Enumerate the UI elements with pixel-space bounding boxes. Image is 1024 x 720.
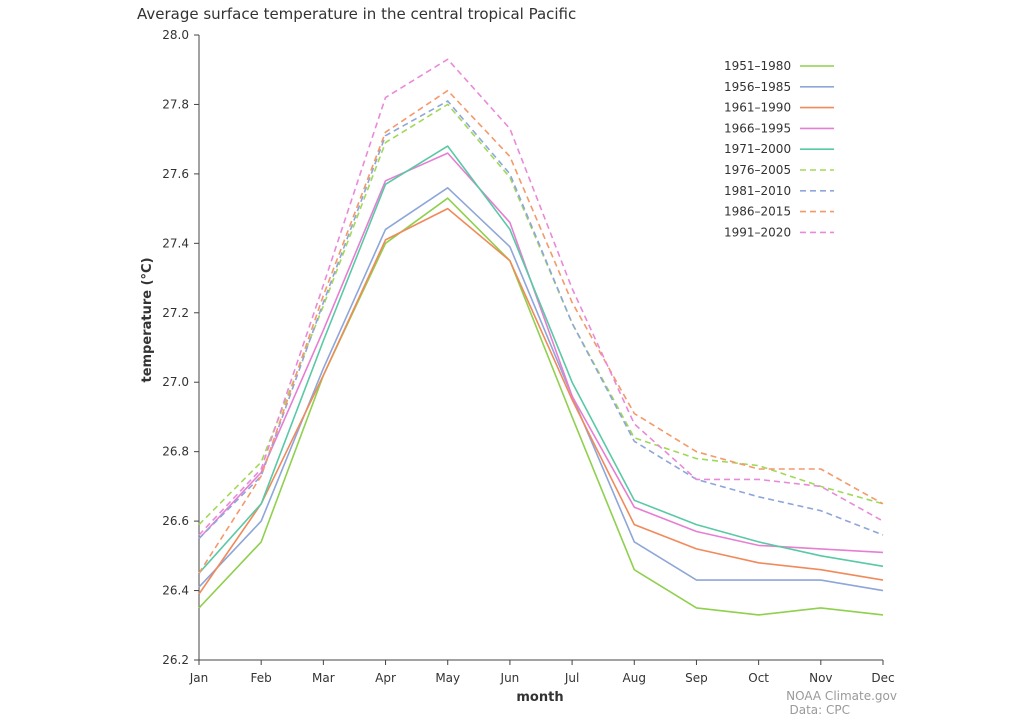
y-tick-label: 27.8	[162, 97, 189, 111]
credit-source: NOAA Climate.gov	[786, 689, 897, 703]
x-axis: Jan Feb Mar Apr May Jun Jul Aug Sep Oct Nov Dec	[189, 659, 895, 685]
y-tick-label: 26.6	[162, 514, 189, 528]
y-tick-label: 27.4	[162, 236, 189, 250]
y-tick-label: 27.6	[162, 167, 189, 181]
x-tick-label: Mar	[312, 671, 335, 685]
x-tick-label: Aug	[623, 671, 646, 685]
series-line-1971-2000	[198, 145, 884, 574]
chart-title: Average surface temperature in the centr…	[137, 5, 576, 23]
legend-label: 1956–1985	[724, 80, 791, 94]
x-tick-label: Apr	[375, 671, 396, 685]
legend-label: 1991–2020	[724, 225, 791, 239]
x-tick-label: Feb	[251, 671, 272, 685]
y-axis-label: temperature (°C)	[140, 257, 155, 382]
legend-label: 1986–2015	[724, 205, 791, 219]
series-line-1986-2015	[198, 89, 884, 574]
x-tick-label: Jun	[500, 671, 520, 685]
y-axis: 26.2 26.4 26.6 26.8 27.0 27.2 27.4 27.6 27.8 28.0	[162, 28, 200, 667]
x-tick-label: Oct	[748, 671, 769, 685]
legend-label: 1961–1990	[724, 101, 791, 115]
series-line-1991-2020	[198, 58, 884, 536]
y-tick-label: 27.2	[162, 306, 189, 320]
legend-label: 1981–2010	[724, 184, 791, 198]
legend-label: 1971–2000	[724, 142, 791, 156]
legend-label: 1976–2005	[724, 163, 791, 177]
legend: 1951–1980 1956–1985 1961–1990 1966–1995 1971…	[724, 59, 834, 239]
series-line-1981-2010	[198, 100, 884, 540]
series-line-1951-1980	[198, 197, 884, 616]
series-line-1966-1995	[198, 152, 884, 554]
y-tick-label: 27.0	[162, 375, 189, 389]
x-axis-label: month	[516, 690, 563, 705]
series-line-1961-1990	[198, 207, 884, 595]
y-tick-label: 26.4	[162, 584, 189, 598]
x-tick-label: May	[435, 671, 460, 685]
legend-label: 1951–1980	[724, 59, 791, 73]
series-line-1956-1985	[198, 187, 884, 592]
credit-data: Data: CPC	[789, 703, 850, 717]
x-tick-label: Jul	[564, 671, 579, 685]
x-tick-label: Sep	[685, 671, 708, 685]
x-tick-label: Dec	[871, 671, 894, 685]
x-tick-label: Jan	[189, 671, 209, 685]
plot-lines	[198, 58, 884, 616]
legend-label: 1966–1995	[724, 121, 791, 135]
y-tick-label: 26.2	[162, 653, 189, 667]
y-tick-label: 26.8	[162, 445, 189, 459]
y-tick-label: 28.0	[162, 28, 189, 42]
x-tick-label: Nov	[809, 671, 832, 685]
